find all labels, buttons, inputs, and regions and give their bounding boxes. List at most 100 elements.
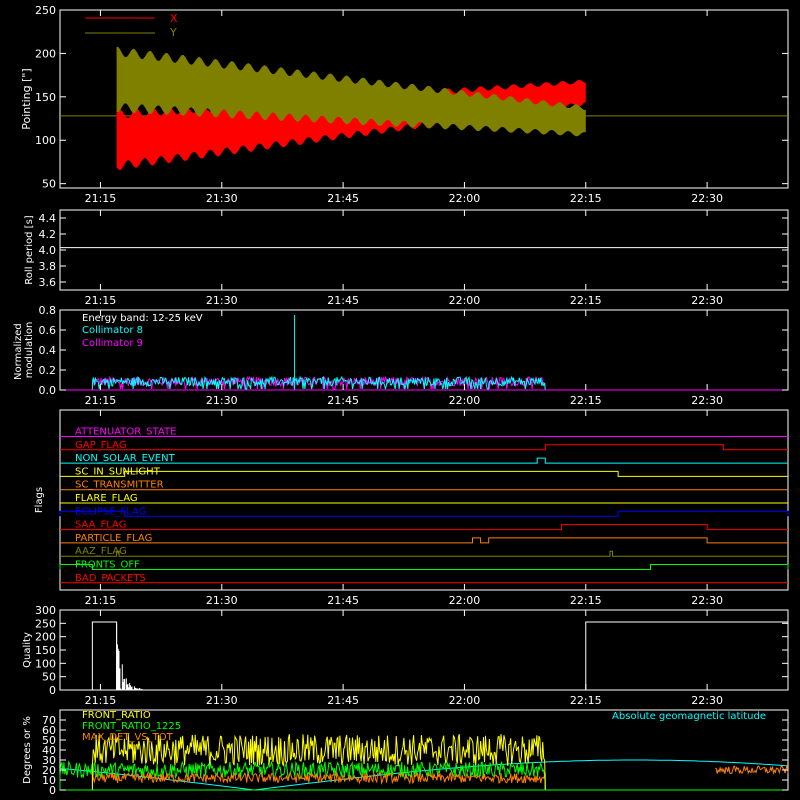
quality-ytick-label: 100 [35, 657, 56, 670]
legend-collimator-8: Collimator 8 [82, 325, 143, 336]
flags-xtick-label: 21:30 [206, 594, 238, 607]
pointing-panel: 50 100 150 200 250 21:15 21:30 21:45 22:00 22:15… [20, 4, 789, 205]
flag-line-fronts-off [59, 564, 789, 570]
ratios-ylabel: Degrees or % [22, 716, 33, 784]
flag-label-bad-packets: BAD_PACKETS [75, 573, 146, 584]
quality-xtick-label: 21:15 [85, 694, 117, 707]
legend-y-label: Y [169, 26, 177, 39]
flags-xtick-label: 22:00 [449, 594, 481, 607]
pointing-xtick-label: 22:15 [570, 192, 602, 205]
flags-xtick-label: 21:45 [327, 594, 359, 607]
pointing-xtick-label: 21:45 [327, 192, 359, 205]
roll-xtick-label: 21:15 [85, 294, 117, 307]
legend-x-label: X [170, 12, 178, 25]
quality-ytick-label: 150 [35, 644, 56, 657]
ratios-ytick-label: 10 [42, 774, 56, 787]
quality-x-ticks: 21:15 21:30 21:45 22:00 22:15 22:30 [85, 610, 723, 707]
quality-xtick-label: 22:00 [449, 694, 481, 707]
flag-line-gap-flag [60, 444, 788, 451]
modulation-xtick-label: 21:30 [206, 394, 238, 407]
modulation-y-ticks: 0.0 0.2 0.4 0.6 0.8 [39, 304, 788, 397]
pointing-ytick-label: 250 [35, 4, 56, 17]
roll-ytick-label: 4.2 [39, 228, 57, 241]
roll-ytick-label: 4.4 [39, 212, 57, 225]
legend-max-det-vs-tot: MAX_DET_VS_TOT [82, 732, 174, 743]
modulation-xtick-label: 22:15 [570, 394, 602, 407]
legend-front-ratio: FRONT_RATIO [82, 710, 151, 721]
flags-x-ticks: 21:15 21:30 21:45 22:00 22:15 22:30 [85, 410, 723, 607]
flag-line-particle-flag [60, 537, 788, 544]
pointing-frame [59, 9, 789, 189]
legend-collimator-9: Collimator 9 [82, 338, 143, 349]
quality-ytick-label: 50 [42, 671, 56, 684]
ratio-series-front-ratio [91, 771, 546, 791]
flag-label-eclipse-flag: ECLIPSE_FLAG [75, 506, 146, 517]
flags-xtick-label: 21:15 [85, 594, 117, 607]
modulation-panel: 0.0 0.2 0.4 0.6 0.8 21:15 21:30 21:45 22:00 22:1… [13, 304, 789, 407]
roll-xtick-label: 22:15 [570, 294, 602, 307]
flag-line-saa-flag [60, 524, 788, 531]
pointing-ytick-label: 150 [35, 91, 56, 104]
roll-panel: 3.6 3.8 4.0 4.2 4.4 21:15 21:30 21:45 22:00 22:1… [24, 209, 789, 307]
ratios-data [59, 733, 789, 791]
energy-band-annotation: Energy band: 12-25 keV [82, 313, 203, 324]
flags-frame [59, 409, 789, 591]
quality-ytick-label: 250 [35, 617, 56, 630]
flag-label-fronts-off: FRONTS_OFF [75, 560, 140, 571]
flags-panel: ATTENUATOR_STATE GAP_FLAG NON_SOLAR_EVENT S… [34, 409, 789, 607]
flag-label-particle-flag: PARTICLE_FLAG [75, 533, 152, 544]
legend-front-ratio-1225: FRONT_RATIO_1225 [82, 721, 181, 732]
flags-xtick-label: 22:30 [691, 594, 723, 607]
pointing-x-ticks: 21:15 21:30 21:45 22:00 22:15 22:30 [85, 10, 723, 205]
modulation-xtick-label: 21:15 [85, 394, 117, 407]
ratios-ytick-label: 50 [42, 734, 56, 747]
roll-xtick-label: 21:45 [327, 294, 359, 307]
quality-data [91, 621, 789, 690]
flags-ylabel: Flags [34, 487, 45, 513]
quality-ytick-label: 200 [35, 631, 56, 644]
pointing-xtick-label: 21:15 [85, 192, 117, 205]
quality-xtick-label: 21:45 [327, 694, 359, 707]
ratios-ytick-label: 60 [42, 724, 56, 737]
quality-xtick-label: 22:30 [691, 694, 723, 707]
modulation-xtick-label: 22:30 [691, 394, 723, 407]
modulation-x-ticks: 21:15 21:30 21:45 22:00 22:15 22:30 [85, 310, 723, 407]
flag-label-gap-flag: GAP_FLAG [75, 440, 127, 451]
quality-xtick-label: 22:15 [570, 694, 602, 707]
modulation-data [60, 315, 788, 391]
pointing-xtick-label: 22:30 [691, 192, 723, 205]
ratio-series-max-det-vs-tot [59, 760, 546, 790]
flags-xtick-label: 22:15 [570, 594, 602, 607]
flag-label-attenuator-state: ATTENUATOR_STATE [75, 427, 176, 438]
flag-line-sc-in-sunlight [60, 470, 788, 477]
geomag-annotation: Absolute geomagnetic latitude [612, 711, 766, 722]
ratios-ytick-label: 0 [49, 784, 56, 797]
flags-data: ATTENUATOR_STATE GAP_FLAG NON_SOLAR_EVENT S… [59, 427, 789, 584]
flag-label-sc-transmitter: SC_TRANSMITTER [75, 480, 164, 491]
roll-ytick-label: 4.0 [39, 244, 57, 257]
flag-label-sc-in-sunlight: SC_IN_SUNLIGHT [75, 466, 161, 477]
modulation-xtick-label: 22:00 [449, 394, 481, 407]
flag-label-flare-flag: FLARE_FLAG [75, 493, 138, 504]
flag-label-non-solar-event: NON_SOLAR_EVENT [75, 453, 176, 464]
flag-label-aaz-flag: AAZ_FLAG [75, 546, 127, 557]
modulation-ytick-label: 0.4 [39, 344, 57, 357]
ratios-ytick-label: 30 [42, 754, 56, 767]
roll-ylabel: Roll period [s] [24, 215, 35, 284]
flag-line-non-solar-event [60, 457, 788, 464]
pointing-ytick-label: 50 [42, 178, 56, 191]
roll-xtick-label: 22:00 [449, 294, 481, 307]
modulation-ytick-label: 0.2 [39, 364, 57, 377]
modulation-ytick-label: 0.0 [39, 384, 57, 397]
ratio-series-max-det-tail [715, 764, 789, 775]
pointing-data [60, 46, 788, 170]
pointing-series-y [116, 46, 586, 137]
modulation-xtick-label: 21:45 [327, 394, 359, 407]
flag-line-aaz-flag [60, 550, 788, 557]
quality-decay-spikes [116, 623, 146, 690]
